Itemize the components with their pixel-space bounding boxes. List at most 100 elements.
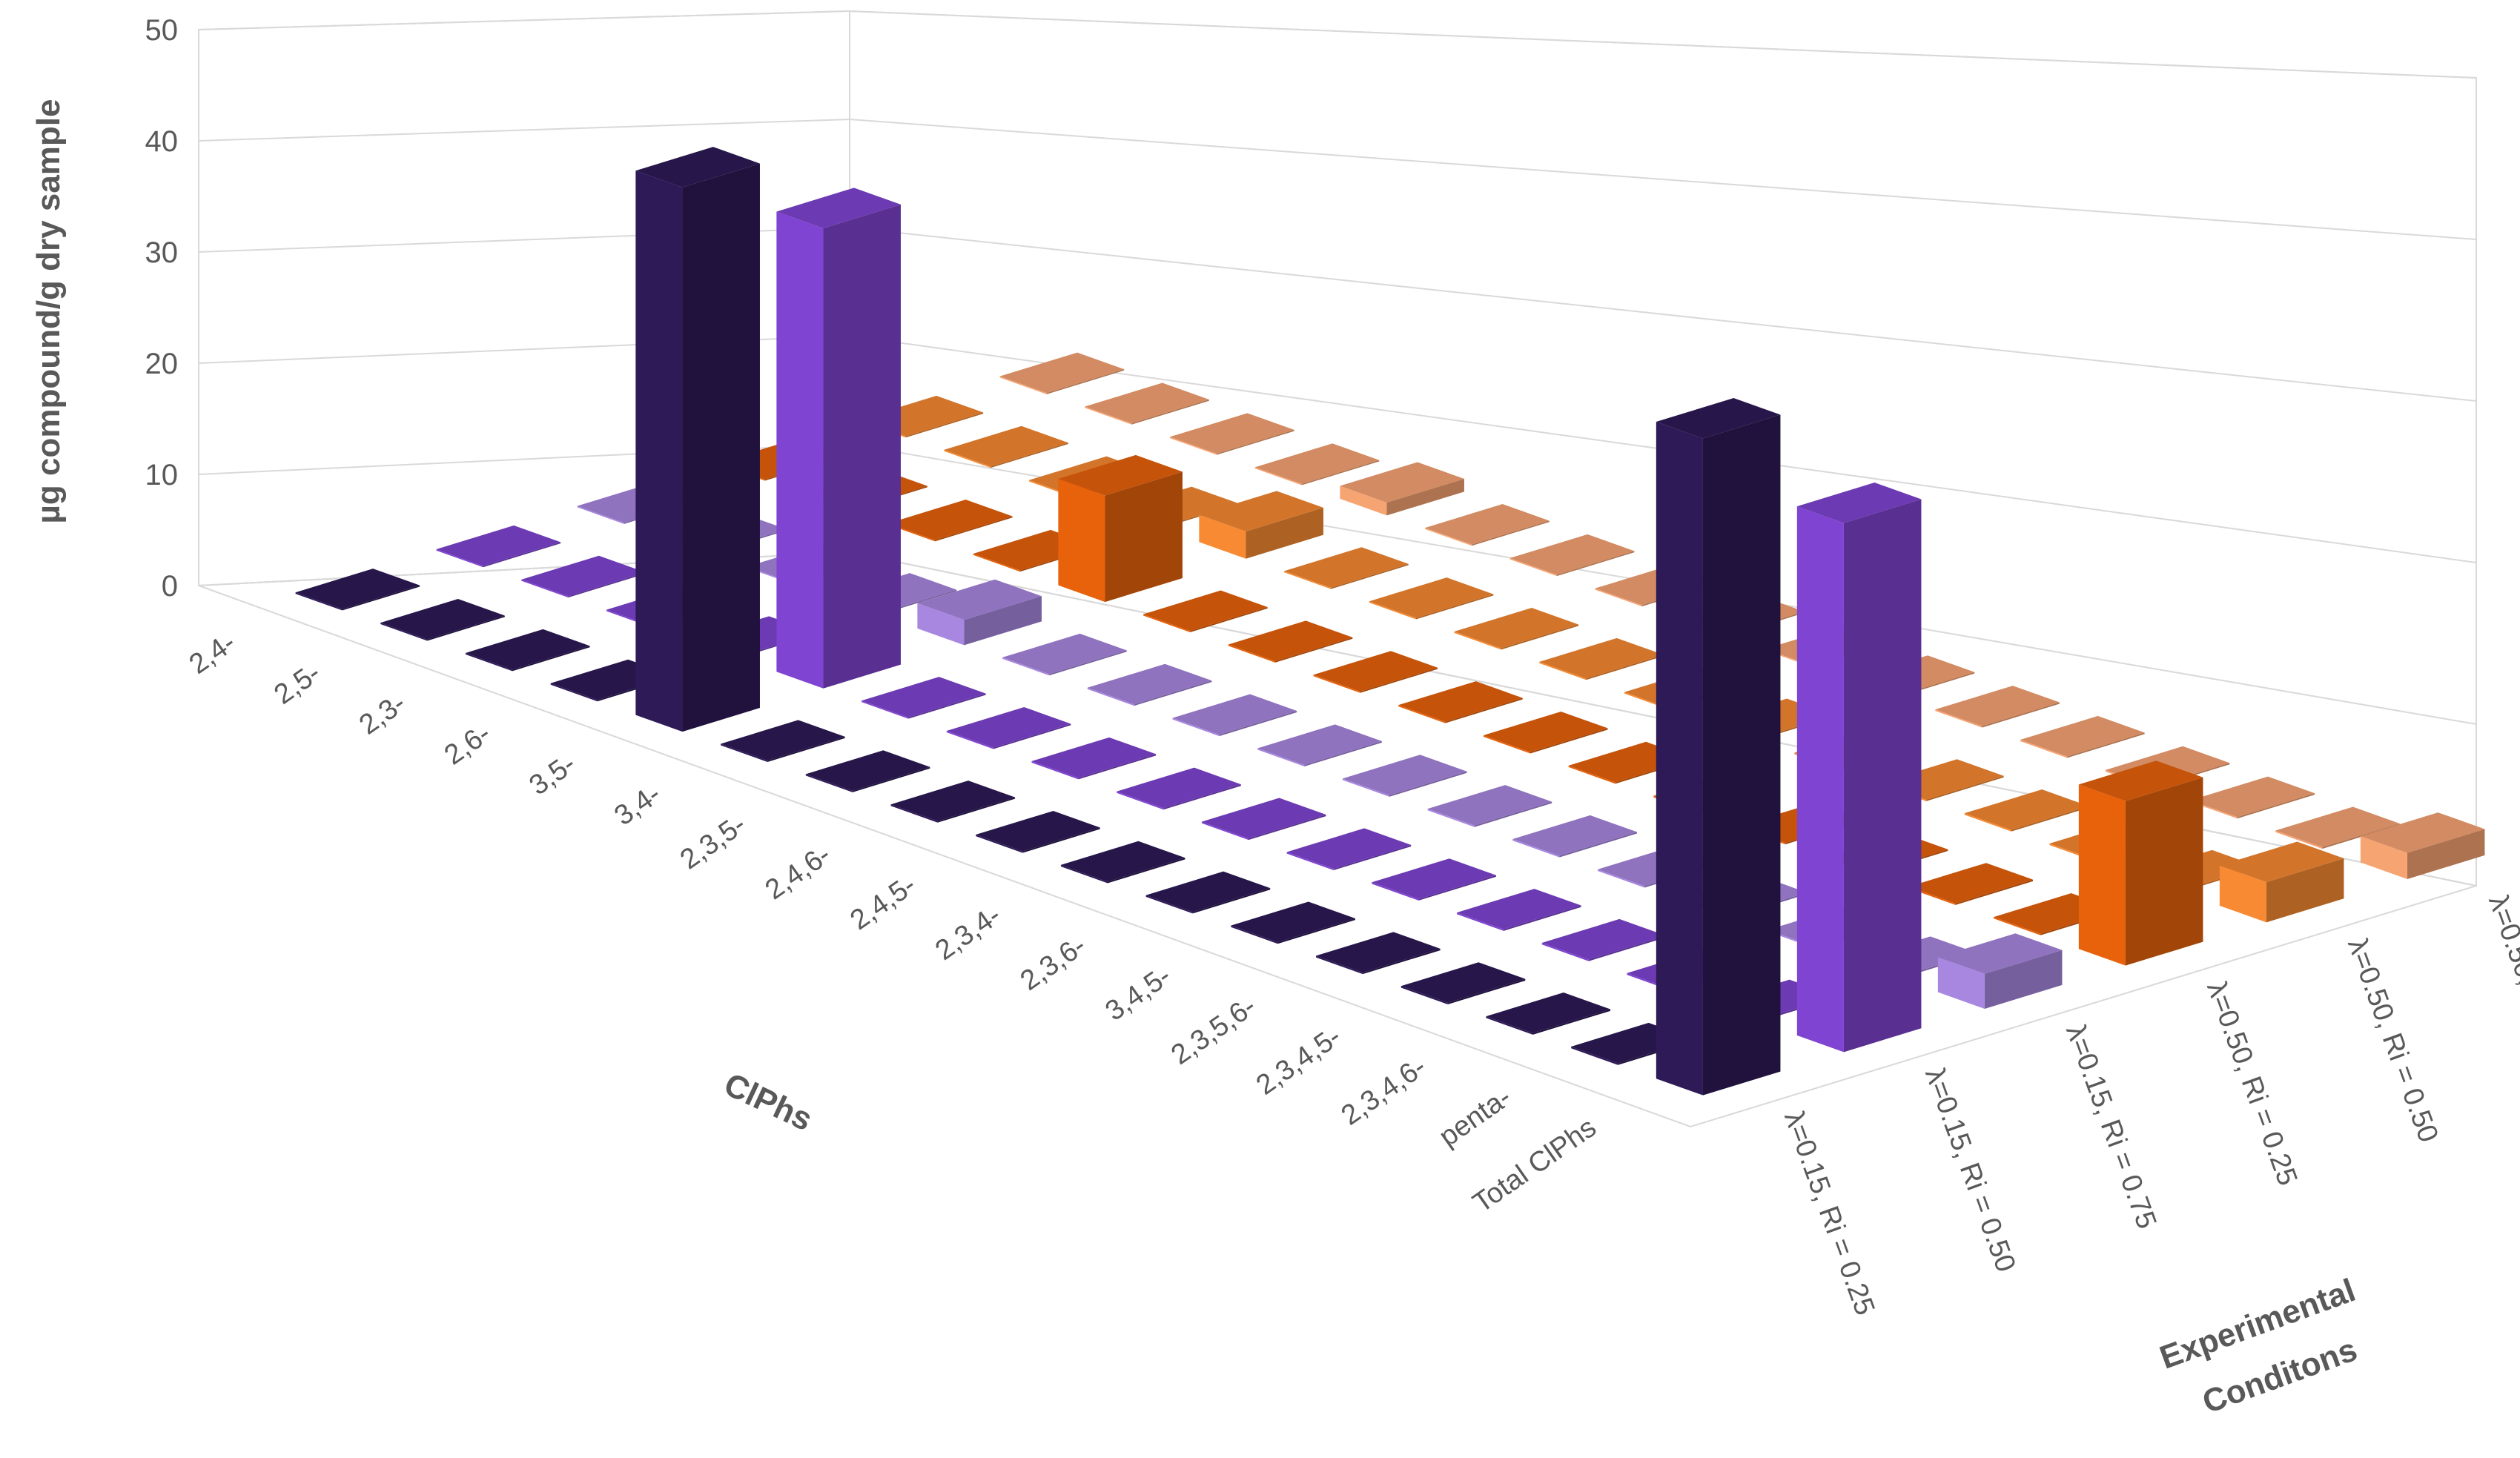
bar-side <box>1331 563 1409 589</box>
bar <box>1937 933 2063 1010</box>
bar <box>1908 863 2034 905</box>
bar-top <box>1284 547 1409 588</box>
series-label: λ=0.15, Ri = 0.25 <box>1778 1107 1880 1319</box>
bar-top <box>1143 590 1268 632</box>
bar-top <box>1340 462 1464 503</box>
bar-side <box>905 412 984 438</box>
bar-front <box>380 623 428 641</box>
bar <box>1286 828 1412 871</box>
bar-top <box>1145 871 1271 912</box>
bar-front <box>1201 821 1249 841</box>
bar-side <box>1559 832 1637 858</box>
bar-side <box>1588 935 1667 961</box>
bar <box>1454 607 1579 650</box>
bar-top <box>2275 806 2400 848</box>
bar <box>862 677 986 719</box>
bar-top <box>1117 767 1241 809</box>
bar <box>1457 889 1581 931</box>
bar-top <box>380 599 505 640</box>
series-label: λ=0.50, Ri = 0.75 <box>2482 891 2520 1103</box>
y-gridline <box>198 118 2477 240</box>
bar <box>1313 651 1438 693</box>
series-label: λ=0.50, Ri = 0.25 <box>2200 978 2303 1190</box>
bar-front <box>2219 865 2266 923</box>
bar <box>1254 443 1380 486</box>
bar-front <box>1286 852 1334 871</box>
bar <box>1483 711 1608 754</box>
bar-side <box>1274 637 1353 663</box>
bar-side <box>852 766 930 792</box>
bar-front <box>436 549 483 568</box>
bar-top <box>999 352 1125 394</box>
bar-side <box>1389 771 1467 797</box>
bar-top <box>721 720 845 761</box>
bar-top <box>2360 812 2485 853</box>
bar-top <box>1935 686 2060 726</box>
bar <box>917 579 1042 646</box>
bar <box>1372 858 1496 901</box>
bar-side <box>1131 399 1209 425</box>
bar-front <box>1427 809 1475 827</box>
bar-side <box>1022 827 1100 853</box>
bar-front <box>1425 528 1472 546</box>
bar <box>1486 993 1611 1035</box>
bar-side <box>1474 801 1552 827</box>
bar-side <box>1447 978 1526 1005</box>
bar-front <box>1509 557 1557 577</box>
bar-front <box>1002 657 1050 676</box>
bar-top <box>1002 633 1127 675</box>
bar-top <box>1060 841 1185 882</box>
bar <box>999 352 1125 394</box>
bar <box>2020 715 2145 758</box>
chart-floor <box>198 551 2477 1128</box>
bar-side <box>1249 815 1326 841</box>
bar-top <box>1087 663 1212 705</box>
bar-side <box>823 204 901 689</box>
bar-top <box>1457 889 1581 930</box>
bar-side <box>512 646 590 672</box>
bar-side <box>1415 594 1494 620</box>
bar-top <box>1172 694 1297 735</box>
bar-front <box>465 652 513 672</box>
bar-front <box>1398 705 1446 723</box>
bar-top <box>776 188 901 228</box>
bar-front <box>1512 839 1560 858</box>
series-label: λ=0.15, Ri = 0.75 <box>2060 1021 2162 1233</box>
bar-front <box>976 835 1023 853</box>
bar-front <box>1539 661 1587 680</box>
x-tick-label: 3,5- <box>524 748 582 801</box>
bar-top <box>1257 724 1382 765</box>
bar-front <box>1796 506 1844 1053</box>
bar <box>1060 841 1185 884</box>
bar-top <box>890 781 1016 821</box>
bar-top <box>1539 637 1664 679</box>
bar <box>436 525 561 568</box>
bar-top <box>1372 858 1496 899</box>
bar-top <box>1964 789 2089 830</box>
bar <box>776 188 901 689</box>
bar <box>1935 686 2060 728</box>
bar-side <box>2407 829 2485 880</box>
bar-top <box>887 500 1013 540</box>
bar <box>1117 767 1241 810</box>
bar-front <box>1486 1016 1533 1035</box>
bar-side <box>1246 507 1323 559</box>
bar-top <box>1483 711 1608 752</box>
bar-top <box>1656 397 1781 439</box>
y-tick-label: 20 <box>145 348 179 380</box>
bar-side <box>1530 728 1608 754</box>
bar-front <box>1994 917 2041 935</box>
x-tick-label: 2,3,4,6- <box>1336 1051 1432 1131</box>
bar-top <box>1509 534 1635 575</box>
bar <box>1427 785 1552 827</box>
bar-side <box>1926 775 2004 801</box>
bar-front <box>1169 437 1217 455</box>
bar-front <box>1228 644 1275 663</box>
bar-side <box>1445 697 1523 723</box>
bar-side <box>767 736 845 762</box>
bar-side <box>1532 1009 1611 1035</box>
bar <box>1340 462 1464 516</box>
bar-top <box>1085 382 1209 424</box>
bar-side <box>1702 414 1781 1096</box>
bar-top <box>1427 785 1552 826</box>
